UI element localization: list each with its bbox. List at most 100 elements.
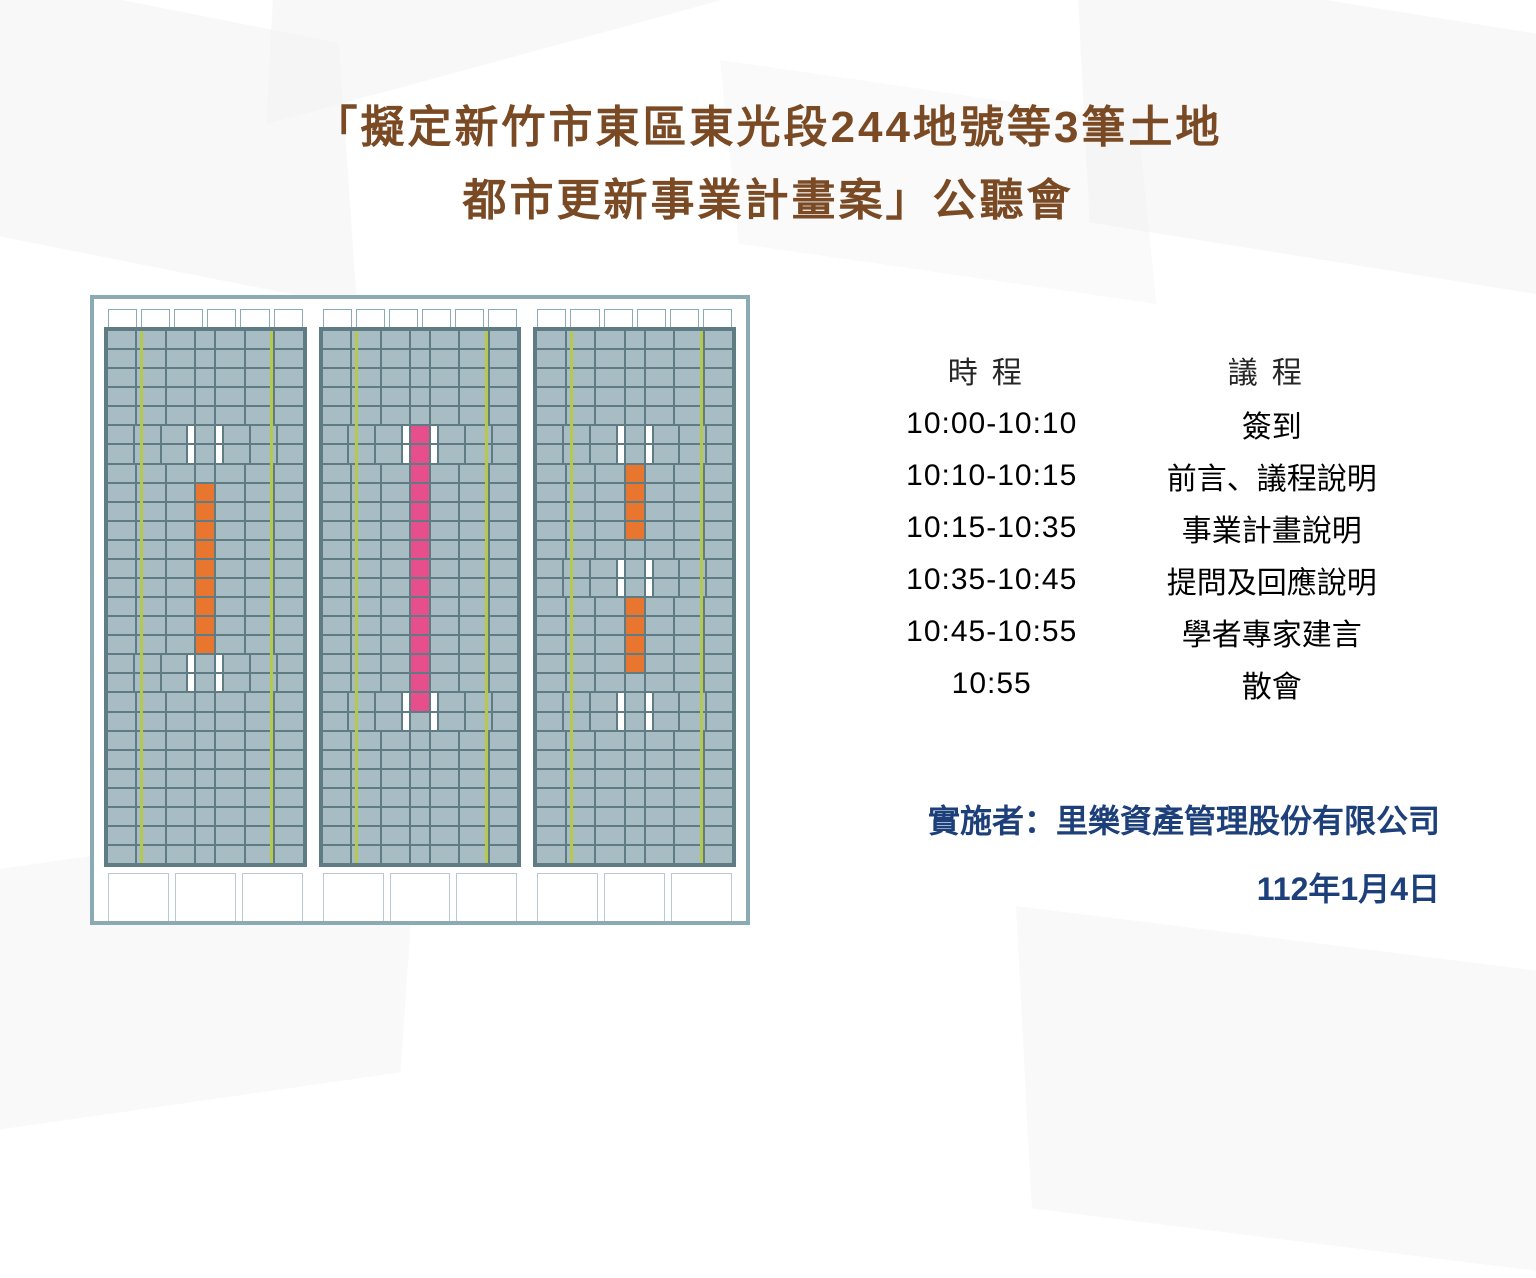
floor-row	[537, 350, 732, 367]
floor-row	[323, 617, 518, 634]
floor-row	[108, 579, 303, 596]
floor-row	[323, 445, 518, 462]
tower-floors	[104, 327, 307, 867]
floor-row	[537, 503, 732, 520]
floor-row	[323, 388, 518, 405]
floor-row	[108, 655, 303, 672]
schedule-item: 提問及回應說明	[1117, 554, 1426, 606]
schedule-row: 10:10-10:15前言、議程說明	[866, 450, 1426, 502]
floor-row	[537, 331, 732, 348]
floor-row	[108, 331, 303, 348]
floor-row	[108, 484, 303, 501]
floor-row	[323, 426, 518, 443]
floor-row	[537, 579, 732, 596]
floor-row	[108, 846, 303, 863]
floor-row	[537, 560, 732, 577]
floor-row	[108, 503, 303, 520]
floor-row	[323, 331, 518, 348]
floor-row	[323, 522, 518, 539]
schedule-row: 10:55散會	[866, 658, 1426, 710]
tower-vline	[700, 331, 703, 863]
floor-row	[108, 522, 303, 539]
tower	[104, 299, 307, 921]
schedule-header-item: 議程	[1117, 348, 1426, 398]
floor-row	[323, 407, 518, 424]
schedule-time: 10:55	[866, 658, 1117, 710]
tower-base	[319, 867, 522, 921]
floor-row	[537, 426, 732, 443]
floor-row	[537, 732, 732, 749]
floor-row	[323, 541, 518, 558]
floor-row	[323, 484, 518, 501]
floor-row	[323, 808, 518, 825]
floor-row	[537, 827, 732, 844]
title-line-1: 「擬定新竹市東區東光段244地號等3筆土地	[0, 92, 1536, 165]
bg-shard	[1016, 906, 1536, 1278]
implementer-label: 實施者：里樂資產管理股份有限公司	[928, 796, 1440, 842]
schedule-item: 前言、議程說明	[1117, 450, 1426, 502]
building-elevation-diagram	[90, 295, 750, 925]
page-title: 「擬定新竹市東區東光段244地號等3筆土地 都市更新事業計畫案」公聽會	[0, 92, 1536, 237]
floor-row	[323, 598, 518, 615]
tower-vline	[270, 331, 273, 863]
floor-row	[537, 770, 732, 787]
floor-row	[537, 636, 732, 653]
floor-row	[108, 369, 303, 386]
schedule-row: 10:35-10:45提問及回應說明	[866, 554, 1426, 606]
floor-row	[323, 770, 518, 787]
floor-row	[108, 350, 303, 367]
floor-row	[108, 732, 303, 749]
floor-row	[323, 465, 518, 482]
floor-row	[537, 388, 732, 405]
floor-row	[108, 617, 303, 634]
floor-row	[323, 636, 518, 653]
floor-row	[323, 503, 518, 520]
floor-row	[537, 693, 732, 710]
tower-base	[104, 867, 307, 921]
schedule-item: 簽到	[1117, 398, 1426, 450]
schedule-table: 時程 議程 10:00-10:10簽到10:10-10:15前言、議程說明10:…	[866, 348, 1426, 710]
schedule-row: 10:45-10:55學者專家建言	[866, 606, 1426, 658]
schedule-header-time: 時程	[866, 348, 1117, 398]
floor-row	[323, 560, 518, 577]
floor-row	[323, 350, 518, 367]
schedule-item: 事業計畫說明	[1117, 502, 1426, 554]
floor-row	[108, 541, 303, 558]
tower-floors	[533, 327, 736, 867]
title-line-2: 都市更新事業計畫案」公聽會	[0, 165, 1536, 238]
schedule-time: 10:10-10:15	[866, 450, 1117, 502]
schedule-time: 10:00-10:10	[866, 398, 1117, 450]
schedule-time: 10:15-10:35	[866, 502, 1117, 554]
floor-row	[323, 789, 518, 806]
floor-row	[323, 827, 518, 844]
floor-row	[537, 407, 732, 424]
floor-row	[108, 426, 303, 443]
footer-date: 112年1月4日	[928, 864, 1440, 910]
schedule-item: 學者專家建言	[1117, 606, 1426, 658]
floor-row	[537, 789, 732, 806]
floor-row	[537, 445, 732, 462]
tower-roof	[319, 299, 522, 327]
tower-roof	[104, 299, 307, 327]
schedule-time: 10:35-10:45	[866, 554, 1117, 606]
floor-row	[108, 636, 303, 653]
floor-row	[537, 674, 732, 691]
floor-row	[108, 693, 303, 710]
floor-row	[108, 827, 303, 844]
floor-row	[537, 465, 732, 482]
floor-row	[323, 655, 518, 672]
floor-row	[323, 713, 518, 730]
floor-row	[108, 388, 303, 405]
tower-vline	[485, 331, 488, 863]
floor-row	[537, 541, 732, 558]
floor-row	[108, 808, 303, 825]
floor-row	[323, 369, 518, 386]
floor-row	[108, 751, 303, 768]
floor-row	[108, 560, 303, 577]
floor-row	[323, 579, 518, 596]
tower	[319, 299, 522, 921]
floor-row	[537, 713, 732, 730]
floor-row	[323, 846, 518, 863]
floor-row	[323, 732, 518, 749]
floor-row	[108, 598, 303, 615]
